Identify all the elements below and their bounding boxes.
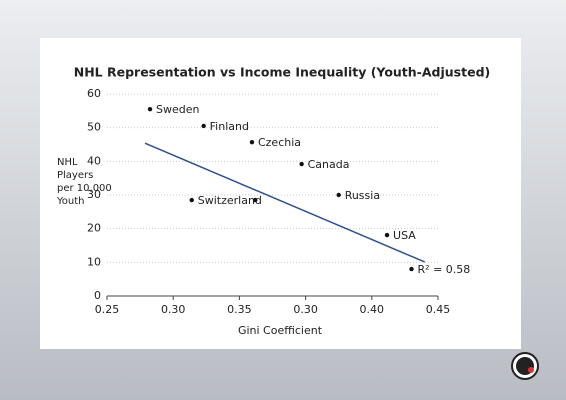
- point-label: R² = 0.58: [418, 263, 471, 276]
- point: [336, 192, 341, 198]
- x-tick-label: 0.30: [293, 303, 318, 316]
- chart-title: NHL Representation vs Income Inequality …: [74, 65, 490, 80]
- x-tick-label: 0.35: [227, 303, 252, 316]
- point-label: Czechia: [258, 136, 301, 149]
- y-axis-title: NHL: [57, 157, 78, 168]
- point: [201, 123, 206, 129]
- y-axis-title: per 10,000: [57, 183, 112, 194]
- y-tick-label: 0: [94, 289, 101, 302]
- y-axis-title: Youth: [56, 196, 85, 207]
- point-label: Switzerland: [198, 194, 262, 207]
- y-tick-label: 40: [87, 154, 101, 167]
- point: [409, 266, 414, 272]
- trend-line: [144, 142, 426, 263]
- y-tick-label: 20: [87, 222, 101, 235]
- point: [253, 197, 258, 203]
- y-tick-label: 10: [87, 255, 101, 268]
- point-label: Finland: [210, 120, 249, 133]
- point: [147, 106, 153, 112]
- y-tick-label: 50: [87, 121, 101, 134]
- point: [249, 139, 255, 145]
- y-axis-title: Players: [57, 170, 93, 181]
- point-label: USA: [393, 229, 416, 242]
- x-tick-label: 0.30: [161, 303, 186, 316]
- point-label: Russia: [345, 189, 380, 202]
- y-tick-label: 30: [87, 188, 101, 201]
- x-axis-title: Gini Coefficient: [238, 324, 323, 337]
- card: [40, 38, 521, 349]
- x-tick-label: 0.45: [426, 303, 451, 316]
- x-tick-label: 0.25: [95, 303, 120, 316]
- logo: [511, 352, 539, 380]
- point: [299, 161, 304, 167]
- x-tick-label: 0.40: [360, 303, 385, 316]
- y-tick-label: 60: [87, 87, 101, 100]
- point-label: Canada: [308, 158, 350, 171]
- point-label: Sweden: [156, 103, 199, 116]
- point: [384, 232, 390, 238]
- point: [189, 197, 194, 203]
